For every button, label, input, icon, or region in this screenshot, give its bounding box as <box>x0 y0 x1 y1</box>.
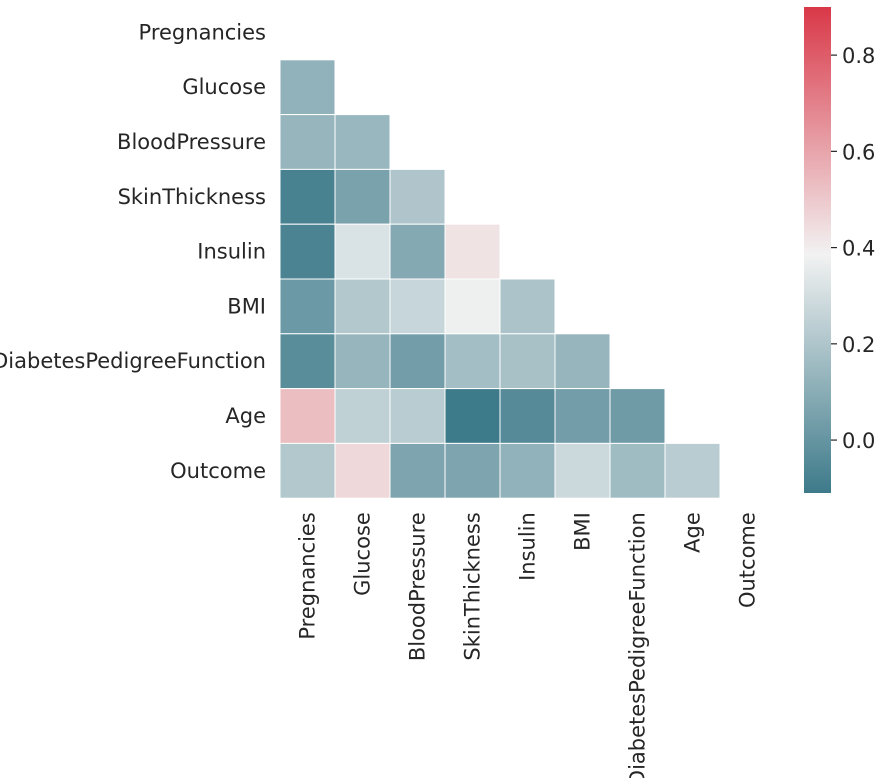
x-tick-label: DiabetesPedigreeFunction <box>626 512 650 778</box>
colorbar-tick-label: 0.2 <box>842 333 875 357</box>
heatmap-cell-Glucose-Pregnancies <box>279 59 336 116</box>
heatmap-cell-BloodPressure-Pregnancies <box>279 114 336 170</box>
y-tick-labels: Pregnancies Glucose BloodPressure SkinThick… <box>0 20 266 482</box>
x-tick-label: BloodPressure <box>406 512 430 661</box>
x-tick-label: Age <box>681 512 705 553</box>
heatmap-cell-DiabetesPedigreeFunction-BloodPressure <box>389 333 446 390</box>
heatmap-cell-BMI-SkinThickness <box>444 278 501 335</box>
heatmap-cell-DiabetesPedigreeFunction-Pregnancies <box>279 333 336 390</box>
x-tick-labels: Pregnancies Glucose BloodPressure SkinThick… <box>296 512 760 778</box>
heatmap-cell-BMI-Pregnancies <box>279 278 336 335</box>
x-tick-label: Insulin <box>516 512 540 581</box>
y-tick-label: BloodPressure <box>117 130 266 154</box>
y-tick-label: SkinThickness <box>118 185 266 209</box>
heatmap-cell-Outcome-Insulin <box>499 442 556 499</box>
heatmap-cell-DiabetesPedigreeFunction-Glucose <box>334 333 391 390</box>
heatmap-cell-Age-BloodPressure <box>389 388 446 444</box>
y-tick-label: Pregnancies <box>139 20 266 44</box>
heatmap-cell-Insulin-BloodPressure <box>389 223 446 280</box>
y-tick-label: DiabetesPedigreeFunction <box>0 349 266 373</box>
heatmap-cell-DiabetesPedigreeFunction-SkinThickness <box>444 333 501 390</box>
y-tick-label: Insulin <box>197 240 266 264</box>
heatmap-cell-Insulin-SkinThickness <box>444 223 501 280</box>
heatmap-cell-BloodPressure-Glucose <box>334 114 391 170</box>
colorbar-tick-label: 0.4 <box>842 237 875 261</box>
heatmap-cell-Outcome-Pregnancies <box>279 442 336 499</box>
heatmap-cell-BMI-BloodPressure <box>389 278 446 335</box>
heatmap-cell-Age-Glucose <box>334 388 391 444</box>
heatmap-cell-DiabetesPedigreeFunction-BMI <box>554 333 611 390</box>
heatmap-cell-Outcome-DiabetesPedigreeFunction <box>609 442 666 499</box>
y-tick-label: BMI <box>227 294 266 318</box>
heatmap-cell-BMI-Insulin <box>499 278 556 335</box>
heatmap-cell-Age-DiabetesPedigreeFunction <box>609 388 666 444</box>
heatmap-cell-SkinThickness-BloodPressure <box>389 168 446 225</box>
heatmap-cell-Outcome-BloodPressure <box>389 442 446 499</box>
colorbar: 0.0 0.2 0.4 0.6 0.8 <box>804 7 875 493</box>
heatmap-cell-DiabetesPedigreeFunction-Insulin <box>499 333 556 390</box>
heatmap-cell-Age-BMI <box>554 388 611 444</box>
colorbar-tick-label: 0.6 <box>842 140 875 164</box>
heatmap-cell-SkinThickness-Pregnancies <box>279 168 336 225</box>
x-tick-label: Pregnancies <box>296 512 320 639</box>
x-tick-label: Outcome <box>736 512 760 608</box>
heatmap-cell-Outcome-Glucose <box>334 442 391 499</box>
heatmap-cell-Age-Insulin <box>499 388 556 444</box>
colorbar-tick-label: 0.0 <box>842 429 875 453</box>
colorbar-ticks: 0.0 0.2 0.4 0.6 0.8 <box>831 44 875 453</box>
heatmap-cell-SkinThickness-Glucose <box>334 168 391 225</box>
heatmap-cell-Outcome-SkinThickness <box>444 442 501 499</box>
heatmap-cells <box>279 59 721 499</box>
colorbar-gradient <box>804 7 831 493</box>
heatmap-cell-Age-Pregnancies <box>279 388 336 444</box>
heatmap-cell-Outcome-BMI <box>554 442 611 499</box>
heatmap-cell-Outcome-Age <box>664 442 721 499</box>
heatmap-cell-Age-SkinThickness <box>444 388 501 444</box>
y-tick-label: Glucose <box>182 75 266 99</box>
heatmap-cell-Insulin-Glucose <box>334 223 391 280</box>
heatmap-cell-BMI-Glucose <box>334 278 391 335</box>
x-tick-label: Glucose <box>351 512 375 596</box>
heatmap-cell-Insulin-Pregnancies <box>279 223 336 280</box>
y-tick-label: Outcome <box>170 459 266 483</box>
x-tick-label: BMI <box>571 512 595 551</box>
x-tick-label: SkinThickness <box>461 512 485 660</box>
y-tick-label: Age <box>225 404 266 428</box>
colorbar-tick-label: 0.8 <box>842 44 875 68</box>
